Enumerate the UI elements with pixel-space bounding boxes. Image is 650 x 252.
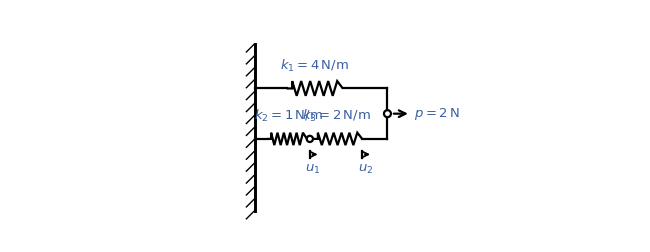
Text: $u_2$: $u_2$ [358, 163, 373, 176]
Text: $k_1 = 4\,\mathrm{N/m}$: $k_1 = 4\,\mathrm{N/m}$ [280, 58, 349, 74]
Circle shape [307, 136, 313, 142]
Text: $p = 2\,\mathrm{N}$: $p = 2\,\mathrm{N}$ [413, 106, 460, 122]
Text: $k_2 = 1\,\mathrm{N/m}$: $k_2 = 1\,\mathrm{N/m}$ [254, 108, 323, 124]
Circle shape [384, 110, 391, 117]
Text: $u_1$: $u_1$ [306, 163, 320, 176]
Text: $k_3 = 2\,\mathrm{N/m}$: $k_3 = 2\,\mathrm{N/m}$ [302, 108, 370, 124]
